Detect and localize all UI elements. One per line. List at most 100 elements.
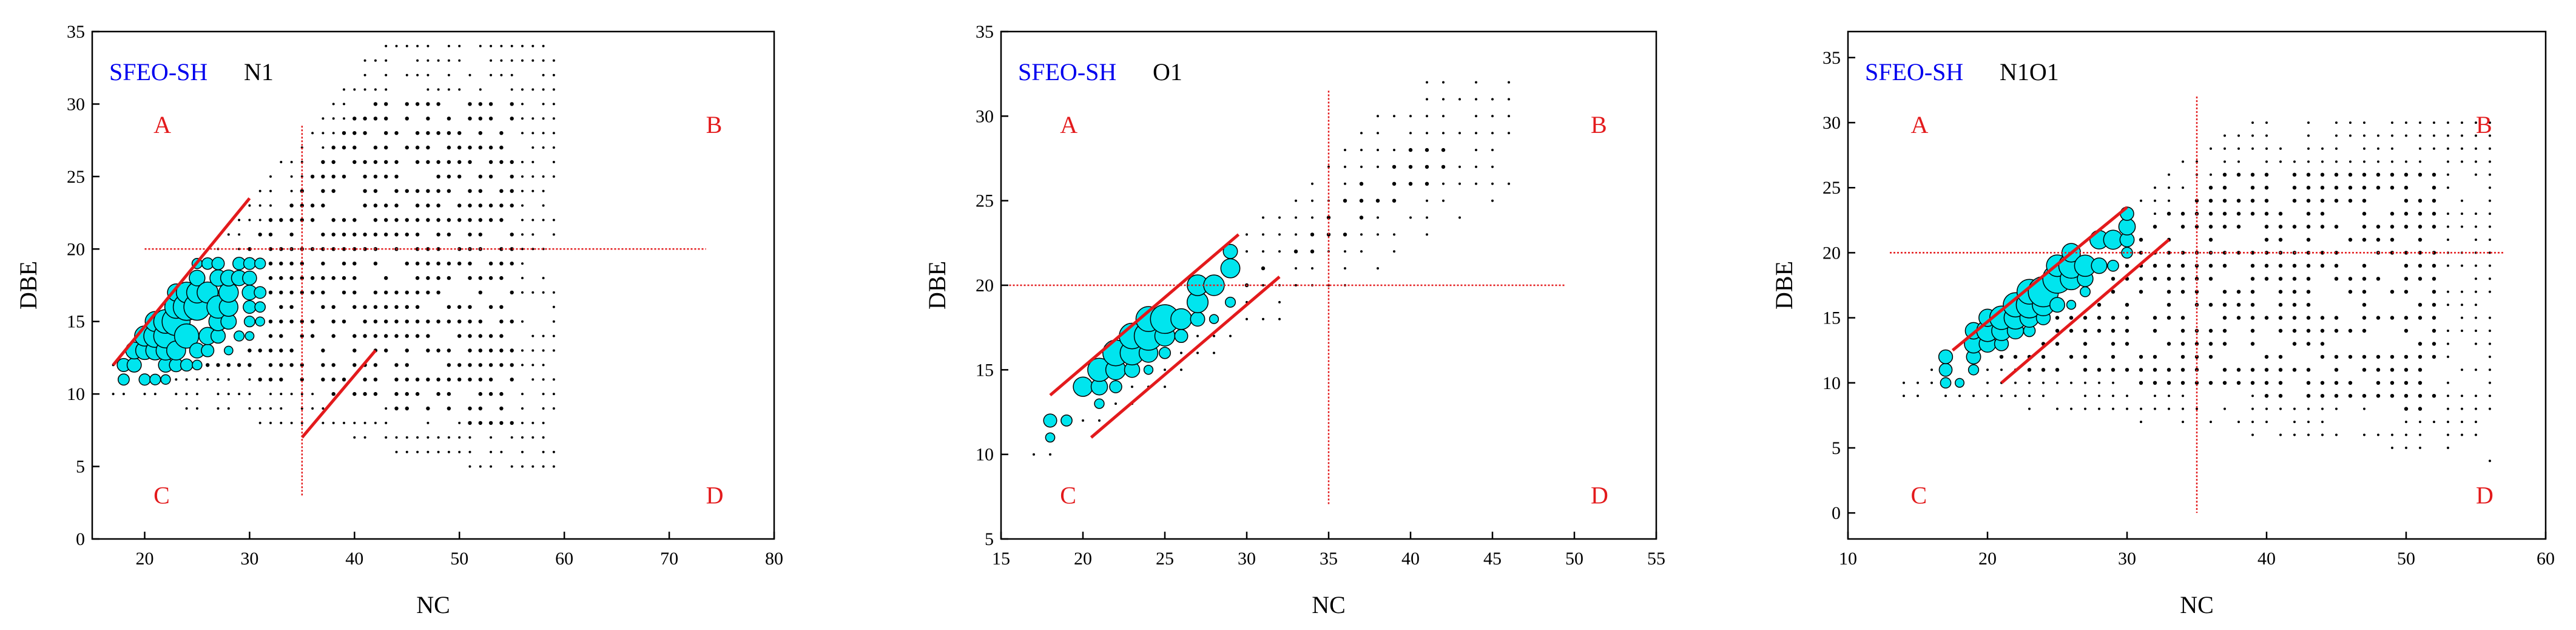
scatter-point [2376, 237, 2381, 242]
scatter-point [415, 276, 420, 280]
scatter-point [2334, 198, 2339, 203]
scatter-point [2433, 421, 2435, 424]
scatter-point [2489, 381, 2491, 384]
scatter-point [499, 319, 504, 323]
x-axis-title: NC [416, 591, 450, 618]
scatter-point [1986, 368, 1989, 371]
scatter-point [373, 305, 378, 309]
scatter-point [2027, 368, 2032, 372]
scatter-point [2208, 211, 2213, 216]
scatter-point [415, 391, 420, 396]
scatter-point [2278, 211, 2283, 216]
scatter-point [1408, 181, 1413, 186]
scatter-point [2182, 395, 2184, 398]
scatter-point [363, 73, 366, 76]
scatter-point [2461, 160, 2463, 163]
scatter-point [2107, 259, 2119, 272]
scatter-point [363, 378, 367, 382]
scatter-point [1475, 98, 1477, 101]
scatter-point [258, 232, 262, 237]
scatter-point [2250, 342, 2255, 346]
scatter-point [254, 286, 267, 299]
scatter-point [2084, 381, 2086, 384]
scatter-point [2278, 290, 2283, 294]
scatter-point [2222, 328, 2227, 333]
scatter-point [394, 218, 399, 222]
scatter-point [2208, 237, 2213, 242]
scatter-point [342, 276, 346, 280]
scatter-point [1426, 233, 1428, 236]
scatter-point [2224, 407, 2226, 410]
scatter-point [2432, 172, 2436, 177]
scatter-point [2292, 277, 2297, 281]
scatter-point [2461, 395, 2463, 398]
scatter-point [353, 436, 356, 439]
quadrant-label-b: B [2476, 111, 2492, 138]
scatter-point [478, 131, 482, 135]
scatter-point [1408, 147, 1413, 152]
scatter-point [311, 393, 314, 396]
scatter-point [521, 393, 524, 396]
scatter-point [1491, 149, 1494, 152]
scatter-point [531, 364, 534, 367]
x-tick-label: 60 [555, 549, 573, 569]
scatter-point [1222, 243, 1238, 259]
scatter-point [2222, 290, 2227, 294]
scatter-point [2418, 263, 2423, 268]
scatter-point [331, 189, 335, 193]
scatter-point [426, 262, 430, 266]
scatter-point [1375, 198, 1380, 203]
scatter-point [2222, 381, 2227, 385]
scatter-point [499, 421, 504, 425]
scatter-point [248, 204, 251, 207]
quadrant-label-d: D [2476, 481, 2493, 509]
scatter-point [2292, 198, 2297, 203]
scatter-point [427, 73, 430, 76]
scatter-point [300, 378, 304, 382]
scatter-point [510, 290, 514, 295]
scatter-point [2208, 198, 2213, 203]
scatter-point [488, 218, 493, 222]
scatter-point [1094, 398, 1105, 409]
scatter-point [290, 393, 293, 396]
scatter-point [384, 145, 388, 150]
scatter-point [468, 160, 472, 164]
x-tick-label: 50 [1565, 549, 1583, 569]
scatter-point [384, 290, 388, 295]
scatter-point [2475, 342, 2477, 345]
scatter-point [1131, 385, 1133, 388]
scatter-point [1278, 300, 1281, 303]
scatter-point [2489, 264, 2491, 267]
scatter-point [2236, 316, 2241, 320]
scatter-point [2140, 421, 2142, 424]
scatter-point [2180, 316, 2185, 320]
scatter-point [542, 436, 545, 439]
scatter-point [2475, 264, 2477, 267]
scatter-point [1491, 115, 1494, 118]
scatter-point [2307, 421, 2310, 424]
scatter-point [542, 103, 545, 106]
scatter-point [2083, 368, 2088, 372]
scatter-point [2335, 134, 2338, 137]
x-axis-ticks: 20 30 40 50 60 70 80 [135, 532, 783, 569]
scatter-point [2320, 394, 2325, 398]
scatter-point [1377, 115, 1379, 118]
scatter-point [2489, 459, 2491, 462]
scatter-point [2208, 342, 2213, 346]
scatter-point [2320, 328, 2325, 333]
scatter-point [447, 174, 451, 179]
scatter-point [458, 421, 461, 424]
scatter-point [457, 305, 462, 309]
scatter-point [363, 131, 367, 135]
scatter-point [1262, 233, 1264, 236]
scatter-point [488, 203, 493, 208]
scatter-point [2250, 186, 2255, 190]
scatter-point [352, 160, 357, 164]
scatter-point [2432, 277, 2436, 281]
scatter-point [248, 407, 251, 410]
scatter-point [2111, 328, 2116, 333]
scatter-point [2306, 381, 2311, 385]
scatter-point [2292, 186, 2297, 190]
scatter-point [1458, 182, 1461, 185]
scatter-point [531, 175, 534, 178]
